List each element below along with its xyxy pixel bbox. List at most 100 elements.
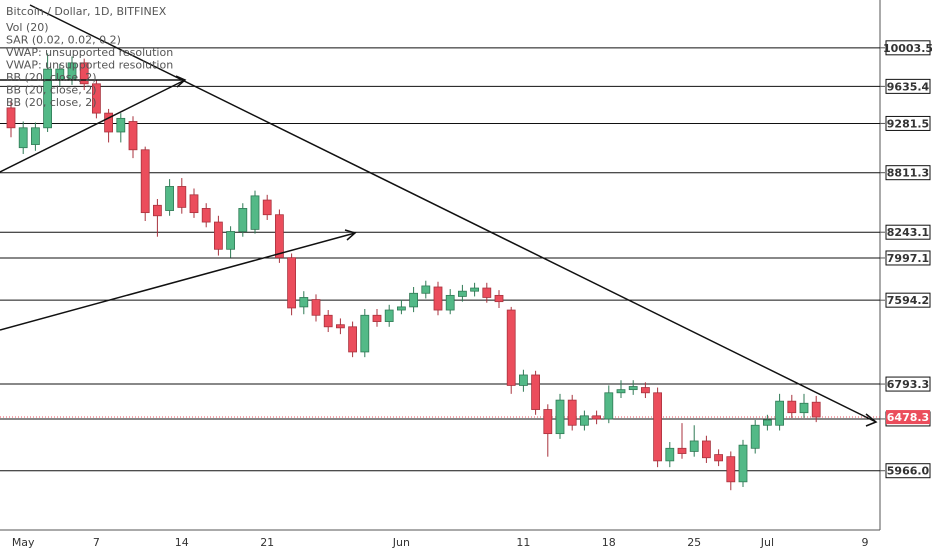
y-tick-label: 7997.1 [887,252,929,265]
candle-body [811,401,821,418]
candle-body [738,444,748,483]
candle-body [165,186,175,211]
candle-body [152,204,162,217]
x-tick-label: 25 [687,536,701,549]
y-tick-label: 10003.5 [883,42,932,55]
x-tick-label: 9 [862,536,869,549]
candle-body [543,409,553,435]
candle-body [457,290,467,297]
candle-body [79,62,89,85]
candle-body [567,399,577,426]
candle-body [445,294,455,311]
candle-body [384,309,394,322]
legend-indicator: BB (20, close, 2) [6,96,97,109]
y-tick-label: 9635.4 [887,80,930,93]
legend-indicator: VWAP: unsupported resolution [6,59,173,72]
candle-body [494,294,504,303]
arrow-heads [175,75,878,427]
legend-title: Bitcoin / Dollar, 1D, BITFINEX [6,5,167,18]
candle-body [592,415,601,420]
candle-body [531,374,540,410]
y-tick-box [885,463,931,479]
legend-indicator: BB (20, close, 2) [6,71,97,84]
last-price-label: 6478.3 [887,411,929,424]
candle-body [299,297,309,308]
candle-body [177,186,187,208]
y-tick-box [885,250,931,266]
y-tick-label: 8243.1 [887,226,929,239]
candle-body [421,285,431,294]
candle-body [287,257,297,309]
y-tick-box [885,224,931,240]
y-tick-box [885,165,931,181]
candle-body [92,83,101,114]
candle-body [30,127,40,145]
candle-body [653,392,662,462]
trendline [29,4,877,423]
candle-body [238,208,248,232]
y-tick-label: 5966.0 [887,465,930,478]
candle-body [628,386,638,391]
candle-body [274,214,284,259]
candle-body [213,221,223,250]
x-tick-label: 11 [516,536,530,549]
candle-body [726,456,736,483]
legend-indicator: Vol (20) [6,21,49,34]
y-tick-box [885,78,931,94]
last-price-box [886,410,930,425]
candle-body [604,392,614,420]
candle-body [6,107,16,129]
y-tick-box [885,376,931,392]
x-tick-label: 14 [175,536,189,549]
candle-body [189,194,199,214]
candle-body [787,400,797,414]
y-tick-box [885,115,931,131]
candle-body [201,208,211,223]
legend: Bitcoin / Dollar, 1D, BITFINEX Vol (20)S… [6,5,173,109]
trendline [0,232,356,331]
candle-body [506,309,516,386]
x-tick-label: 7 [93,536,100,549]
candle-body [250,195,260,230]
candle-body [677,447,687,454]
candle-body [775,400,784,426]
candle-body [616,389,626,394]
candle-body [226,231,236,250]
candle-body [641,387,650,394]
candle-body [372,314,382,322]
x-tick-label: May [12,536,35,549]
trendline [0,79,186,173]
candle-body [470,287,480,292]
candle-body [116,117,126,133]
candle-body [750,424,760,449]
candle-body [714,454,723,462]
candle-body [360,314,370,353]
candle-body [665,447,675,462]
candle-body [43,68,52,129]
candle-body [128,121,138,151]
legend-indicator: BB (20, close, 2) [6,84,97,97]
candle-body [689,440,699,452]
y-tick-box [885,40,931,56]
y-tick-label: 9281.5 [887,117,929,130]
y-tick-label: 7594.2 [887,294,929,307]
candle-body [763,419,772,426]
x-tick-label: Jul [760,536,774,549]
candle-body [396,306,406,311]
candle-body [348,326,358,353]
candle-body [311,299,321,316]
candle-body [409,292,419,308]
trendlines [0,4,878,427]
y-tick-box [885,292,931,308]
candle-body [104,112,113,133]
candle-body [433,286,443,311]
x-tick-label: Jun [392,536,410,549]
y-tick-label: 8811.3 [887,167,929,180]
x-tick-label: 21 [260,536,274,549]
candle-body [140,149,150,214]
candle-body [580,415,589,426]
candle-body [323,314,333,328]
candle-body [335,324,345,329]
legend-indicator: SAR (0.02, 0.02, 0.2) [6,34,121,47]
